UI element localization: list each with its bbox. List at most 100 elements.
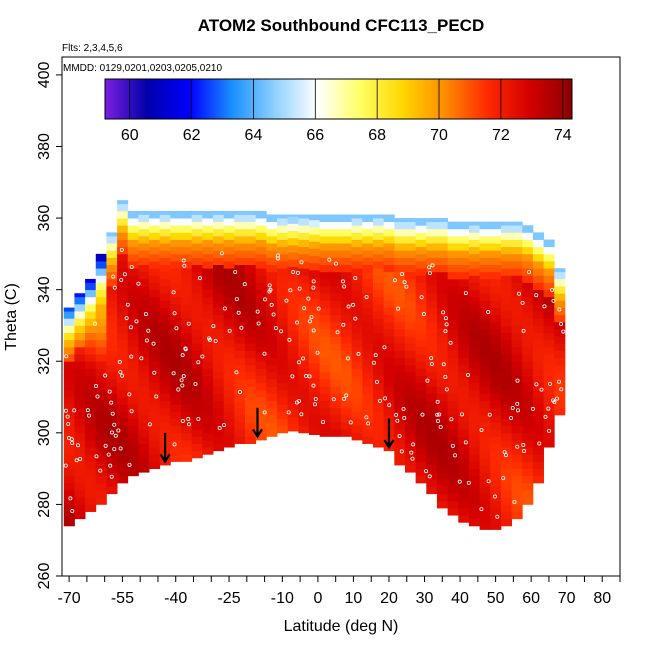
field-cell [287,259,299,267]
field-cell [330,300,342,308]
field-cell [234,379,246,387]
field-cell [298,232,310,240]
field-cell [426,472,438,480]
field-cell [447,400,459,409]
field-cell [447,429,459,437]
field-cell [447,336,459,344]
field-cell [319,321,331,330]
field-cell [170,368,182,376]
field-cell [245,422,257,430]
field-cell [213,393,225,402]
field-cell [234,257,246,265]
field-cell [74,368,86,376]
field-cell [479,472,491,480]
field-cell [74,418,86,427]
sample-marker [139,356,144,361]
field-cell [522,282,534,291]
sample-marker [527,270,532,275]
field-cell [309,327,321,335]
field-cell [404,343,417,351]
field-cell [500,475,512,484]
field-cell [127,225,139,233]
field-cell [170,432,182,441]
field-cell [319,336,331,344]
field-cell [404,393,417,402]
field-cell [309,355,321,364]
field-cell [170,246,182,255]
field-cell [341,329,353,337]
field-cell [277,225,289,233]
field-cell [85,296,97,305]
field-cell [298,239,310,248]
field-cell [95,425,107,434]
field-cell [436,218,449,223]
flights-note: Flts: 2,3,4,5,6 [62,43,123,54]
field-cell [490,243,502,251]
field-cell [426,221,438,230]
field-cell [319,414,331,423]
field-cell [490,486,502,495]
sample-marker [74,458,79,463]
field-cell [117,375,129,384]
field-cell [63,368,75,376]
field-cell [543,339,555,348]
field-cell [319,386,331,394]
field-cell [213,364,225,373]
field-cell [181,439,193,448]
sample-marker [492,494,497,499]
field-cell [234,221,246,230]
field-cell [436,393,449,402]
field-cell [522,325,534,334]
field-cell [458,507,470,516]
field-cell [277,261,289,269]
field-cell [149,261,161,269]
sample-marker [78,457,83,462]
field-cell [500,490,512,498]
field-cell [127,389,139,398]
field-cell [159,393,171,402]
field-cell [490,235,502,244]
field-cell [468,382,481,391]
field-cell [511,447,523,455]
sample-marker [65,414,70,419]
field-cell [490,386,502,394]
field-cell [202,346,214,355]
field-cell [500,518,512,527]
field-cell [266,271,278,280]
field-cell [426,350,438,359]
sample-marker [515,444,520,449]
sample-marker [521,443,526,448]
field-cell [468,221,481,226]
field-cell [468,389,481,398]
field-cell [63,404,75,412]
field-cell [223,404,235,412]
field-cell [245,271,257,280]
field-cell [170,418,182,427]
field-cell [138,250,150,258]
field-cell [74,382,86,391]
field-cell [191,250,203,258]
sample-marker [279,329,284,334]
field-cell [404,218,417,223]
field-cell [468,518,481,527]
field-cell [372,282,385,291]
field-cell [298,275,310,283]
field-cell [330,314,342,323]
field-cell [511,361,523,369]
field-cell [191,243,203,251]
field-cell [234,293,246,301]
field-cell [341,422,353,430]
sample-marker [353,276,358,281]
sample-marker [299,260,304,265]
sample-marker [449,417,454,422]
field-cell [106,343,118,351]
field-cell [362,271,374,280]
field-cell [213,286,225,294]
field-cell [447,271,459,280]
field-cell [351,397,363,405]
field-cell [447,465,459,473]
field-cell [309,420,321,428]
field-cell [245,300,257,308]
field-cell [351,311,363,319]
field-cell [287,395,299,403]
